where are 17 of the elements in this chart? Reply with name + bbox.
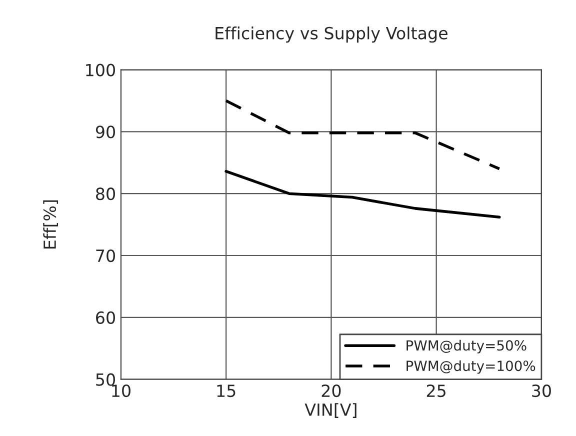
x-tick-label: 30 — [532, 384, 551, 398]
y-tick-label: 90 — [96, 126, 115, 138]
x-tick-label: 25 — [426, 384, 446, 398]
y-tick-label: 60 — [96, 311, 115, 324]
y-tick-label: 100 — [86, 64, 115, 76]
y-tick-label: 50 — [96, 373, 115, 386]
y-tick-label: 80 — [96, 188, 115, 200]
legend-label: PWM@duty=100% — [406, 360, 536, 374]
x-tick-label: 15 — [217, 384, 236, 398]
line-series — [224, 170, 501, 218]
y-tick-label: 70 — [96, 249, 115, 262]
x-tick-label: 10 — [112, 384, 130, 398]
x-axis-title: VIN[V] — [304, 403, 356, 418]
chart-title: Efficiency vs Supply Voltage — [216, 26, 448, 43]
y-axis-title: Eff[%] — [43, 200, 58, 248]
legend-label: PWM@duty=50% — [406, 340, 526, 354]
x-tick-label: 20 — [322, 384, 341, 398]
